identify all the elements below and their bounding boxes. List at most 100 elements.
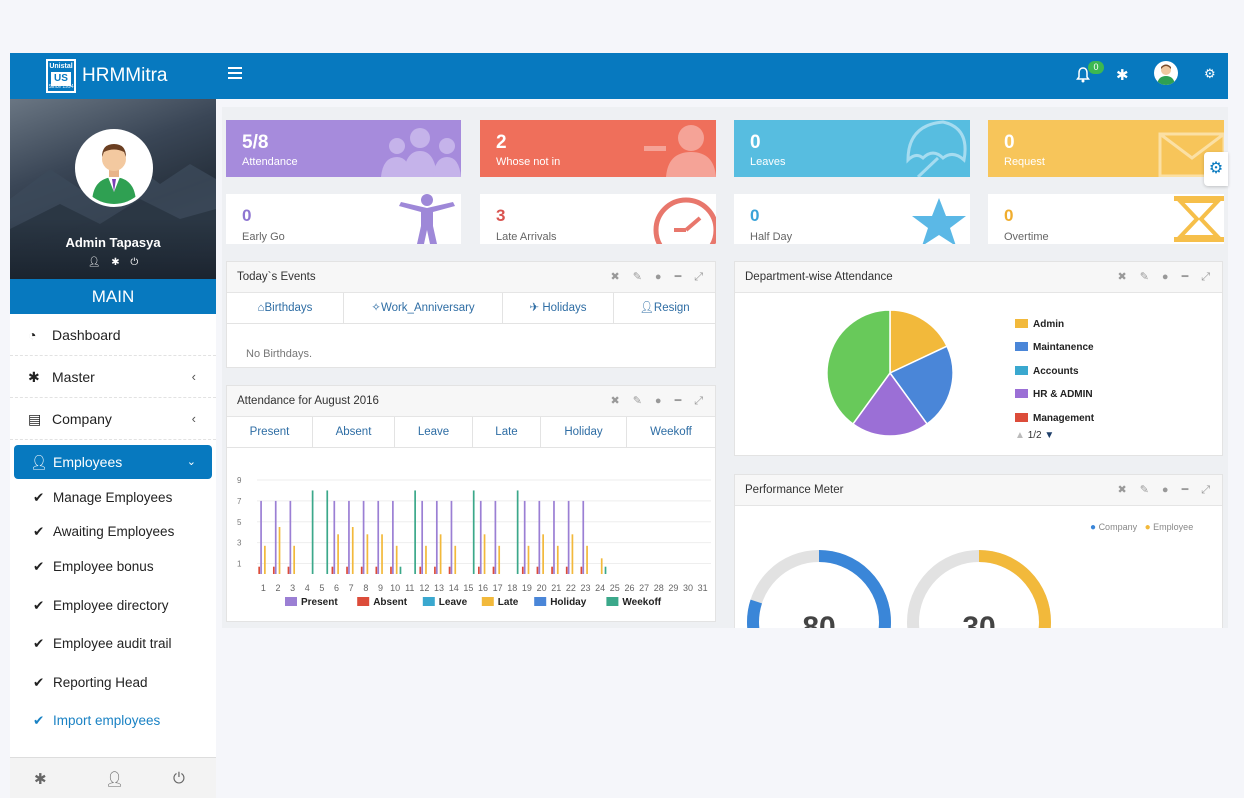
legend-item-maintanence[interactable]: Maintanence — [1015, 342, 1094, 353]
stat-label: Leaves — [750, 156, 786, 168]
menu-toggle-icon[interactable] — [228, 67, 242, 81]
color-drop-icon[interactable]: ● — [654, 271, 662, 283]
legend-item-accounts[interactable]: Accounts — [1015, 366, 1079, 377]
minimize-icon[interactable]: ━ — [674, 395, 682, 407]
close-icon[interactable]: ✖ — [610, 271, 620, 283]
sidebar-item-dashboard[interactable]: ◔ Dashboard — [10, 314, 216, 356]
sidebar-item-master[interactable]: ✱ Master ‹ — [10, 356, 216, 398]
bar-present — [435, 500, 438, 574]
stat-value: 5/8 — [242, 132, 269, 153]
legend-label: Holiday — [550, 597, 587, 608]
stat-card-request[interactable]: 0 Request — [988, 120, 1224, 177]
expand-icon[interactable]: ⤢ — [1201, 484, 1210, 496]
bar-absent — [492, 566, 495, 574]
submenu-reporting-head[interactable]: ✔ Reporting Head — [33, 675, 148, 691]
submenu-employee-bonus[interactable]: ✔ Employee bonus — [33, 559, 154, 575]
submenu-employee-audit-trail[interactable]: ✔ Employee audit trail — [33, 636, 172, 652]
profile-avatar[interactable] — [75, 129, 153, 207]
legend-swatch — [534, 597, 547, 606]
tab-birthdays[interactable]: ⌂Birthdays — [227, 293, 344, 324]
color-drop-icon[interactable]: ● — [654, 395, 662, 407]
submenu-employee-directory[interactable]: ✔ Employee directory — [33, 598, 169, 614]
tab-leave[interactable]: Leave — [395, 417, 473, 448]
panel-tools: ✖ ✎ ● ━ ⤢ — [597, 270, 703, 284]
minimize-icon[interactable]: ━ — [1181, 271, 1189, 283]
bar-present — [362, 500, 365, 574]
pager-down-icon[interactable]: ▼ — [1044, 430, 1055, 441]
expand-icon[interactable]: ⤢ — [694, 271, 703, 283]
panel-title: Department-wise Attendance — [745, 271, 893, 283]
close-icon[interactable]: ✖ — [1117, 271, 1127, 283]
close-icon[interactable]: ✖ — [1117, 484, 1127, 496]
expand-icon[interactable]: ⤢ — [694, 395, 703, 407]
color-drop-icon[interactable]: ● — [1161, 271, 1169, 283]
sidebar-item-employees[interactable]: 👤︎ Employees ⌄ — [14, 445, 212, 479]
user-avatar[interactable] — [1154, 61, 1178, 85]
theme-settings-gear-icon[interactable]: ⚙ — [1204, 152, 1228, 186]
profile-name: Admin Tapasya — [65, 235, 161, 250]
color-drop-icon[interactable]: ● — [1161, 484, 1169, 496]
performance-meter-panel: Performance Meter ✖ ✎ ● ━ ⤢ ● Company ● Empl… — [734, 474, 1223, 628]
x-tick-label: 9 — [378, 583, 383, 593]
bar-late — [439, 534, 442, 574]
tab-late[interactable]: Late — [473, 417, 541, 448]
bar-absent — [580, 566, 583, 574]
stat-card-overtime[interactable]: 0 Overtime — [988, 194, 1224, 244]
legend-item-hr-admin[interactable]: HR & ADMIN — [1015, 389, 1093, 400]
legend-label: Management — [1033, 413, 1095, 424]
tab-weekoff[interactable]: Weekoff — [650, 426, 692, 438]
x-tick-label: 12 — [419, 583, 429, 593]
submenu-label: Manage Employees — [53, 490, 173, 505]
stat-card-half-day[interactable]: 0 Half Day — [734, 194, 970, 244]
edit-icon[interactable]: ✎ — [1139, 484, 1149, 496]
company-dot-icon: ● — [1090, 522, 1097, 533]
pager-up-icon[interactable]: ▲ — [1015, 430, 1025, 441]
settings-icon[interactable]: ⚙ — [1204, 66, 1216, 81]
legend-item-management[interactable]: Management — [1015, 413, 1094, 424]
bell-icon[interactable] — [1076, 67, 1090, 83]
submenu-import-employees[interactable]: ✔ Import employees — [33, 713, 160, 729]
submenu-manage-employees[interactable]: ✔ Manage Employees — [33, 490, 172, 506]
footer-user-icon[interactable]: 👤︎ — [105, 771, 125, 788]
attendance-tabs: Present Absent Leave Late Holiday Weekof… — [227, 417, 715, 448]
bar-absent — [551, 566, 553, 574]
x-tick-label: 8 — [363, 583, 368, 593]
stat-card-late-arrivals[interactable]: 3 Late Arrivals — [480, 194, 716, 244]
tab-absent[interactable]: Absent — [313, 417, 395, 448]
tab-present[interactable]: Present — [227, 417, 313, 448]
submenu-label: Import employees — [53, 713, 161, 728]
chevron-down-icon: ⌄ — [186, 456, 196, 468]
bar-present — [582, 500, 585, 574]
panel-tools: ✖ ✎ ● ━ ⤢ — [1104, 483, 1210, 497]
legend-item-admin[interactable]: Admin — [1015, 319, 1064, 330]
expand-icon[interactable]: ⤢ — [1201, 271, 1210, 283]
y-tick-label: 1 — [237, 560, 242, 569]
stat-card-whose-not-in[interactable]: 2 Whose not in — [480, 120, 716, 177]
sidebar-item-company[interactable]: ▤ Company ‹ — [10, 398, 216, 440]
tab-holiday[interactable]: Holiday — [541, 417, 627, 448]
stat-card-early-go[interactable]: 0 Early Go — [226, 194, 461, 244]
stat-card-attendance[interactable]: 5/8 Attendance — [226, 120, 461, 177]
legend-swatch — [481, 597, 494, 606]
minimize-icon[interactable]: ━ — [674, 271, 682, 283]
bar-absent — [360, 566, 363, 574]
x-tick-label: 23 — [581, 583, 591, 593]
profile-power-icon[interactable]: ⏻ — [130, 257, 139, 268]
edit-icon[interactable]: ✎ — [1139, 271, 1149, 283]
tab-work-anniversary[interactable]: ✧Work_Anniversary — [344, 293, 503, 324]
minimize-icon[interactable]: ━ — [1181, 484, 1189, 496]
profile-gear-icon[interactable]: ✱ — [111, 257, 120, 268]
edit-icon[interactable]: ✎ — [632, 395, 642, 407]
x-tick-label: 4 — [305, 583, 310, 593]
edit-icon[interactable]: ✎ — [632, 271, 642, 283]
stat-card-leaves[interactable]: 0 Leaves — [734, 120, 970, 177]
submenu-awaiting-employees[interactable]: ✔ Awaiting Employees — [33, 524, 174, 540]
settings-gear-icon[interactable]: ✱ — [1116, 67, 1129, 84]
profile-user-icon[interactable]: 👤︎ — [87, 257, 101, 268]
tab-holidays[interactable]: ✈ Holidays — [503, 293, 614, 324]
footer-power-icon[interactable]: ⏻ — [173, 770, 185, 787]
tab-resign[interactable]: 👤︎Resign — [614, 293, 715, 324]
close-icon[interactable]: ✖ — [610, 395, 620, 407]
footer-gear-icon[interactable]: ✱ — [34, 771, 47, 788]
legend-label: HR & ADMIN — [1033, 389, 1093, 400]
